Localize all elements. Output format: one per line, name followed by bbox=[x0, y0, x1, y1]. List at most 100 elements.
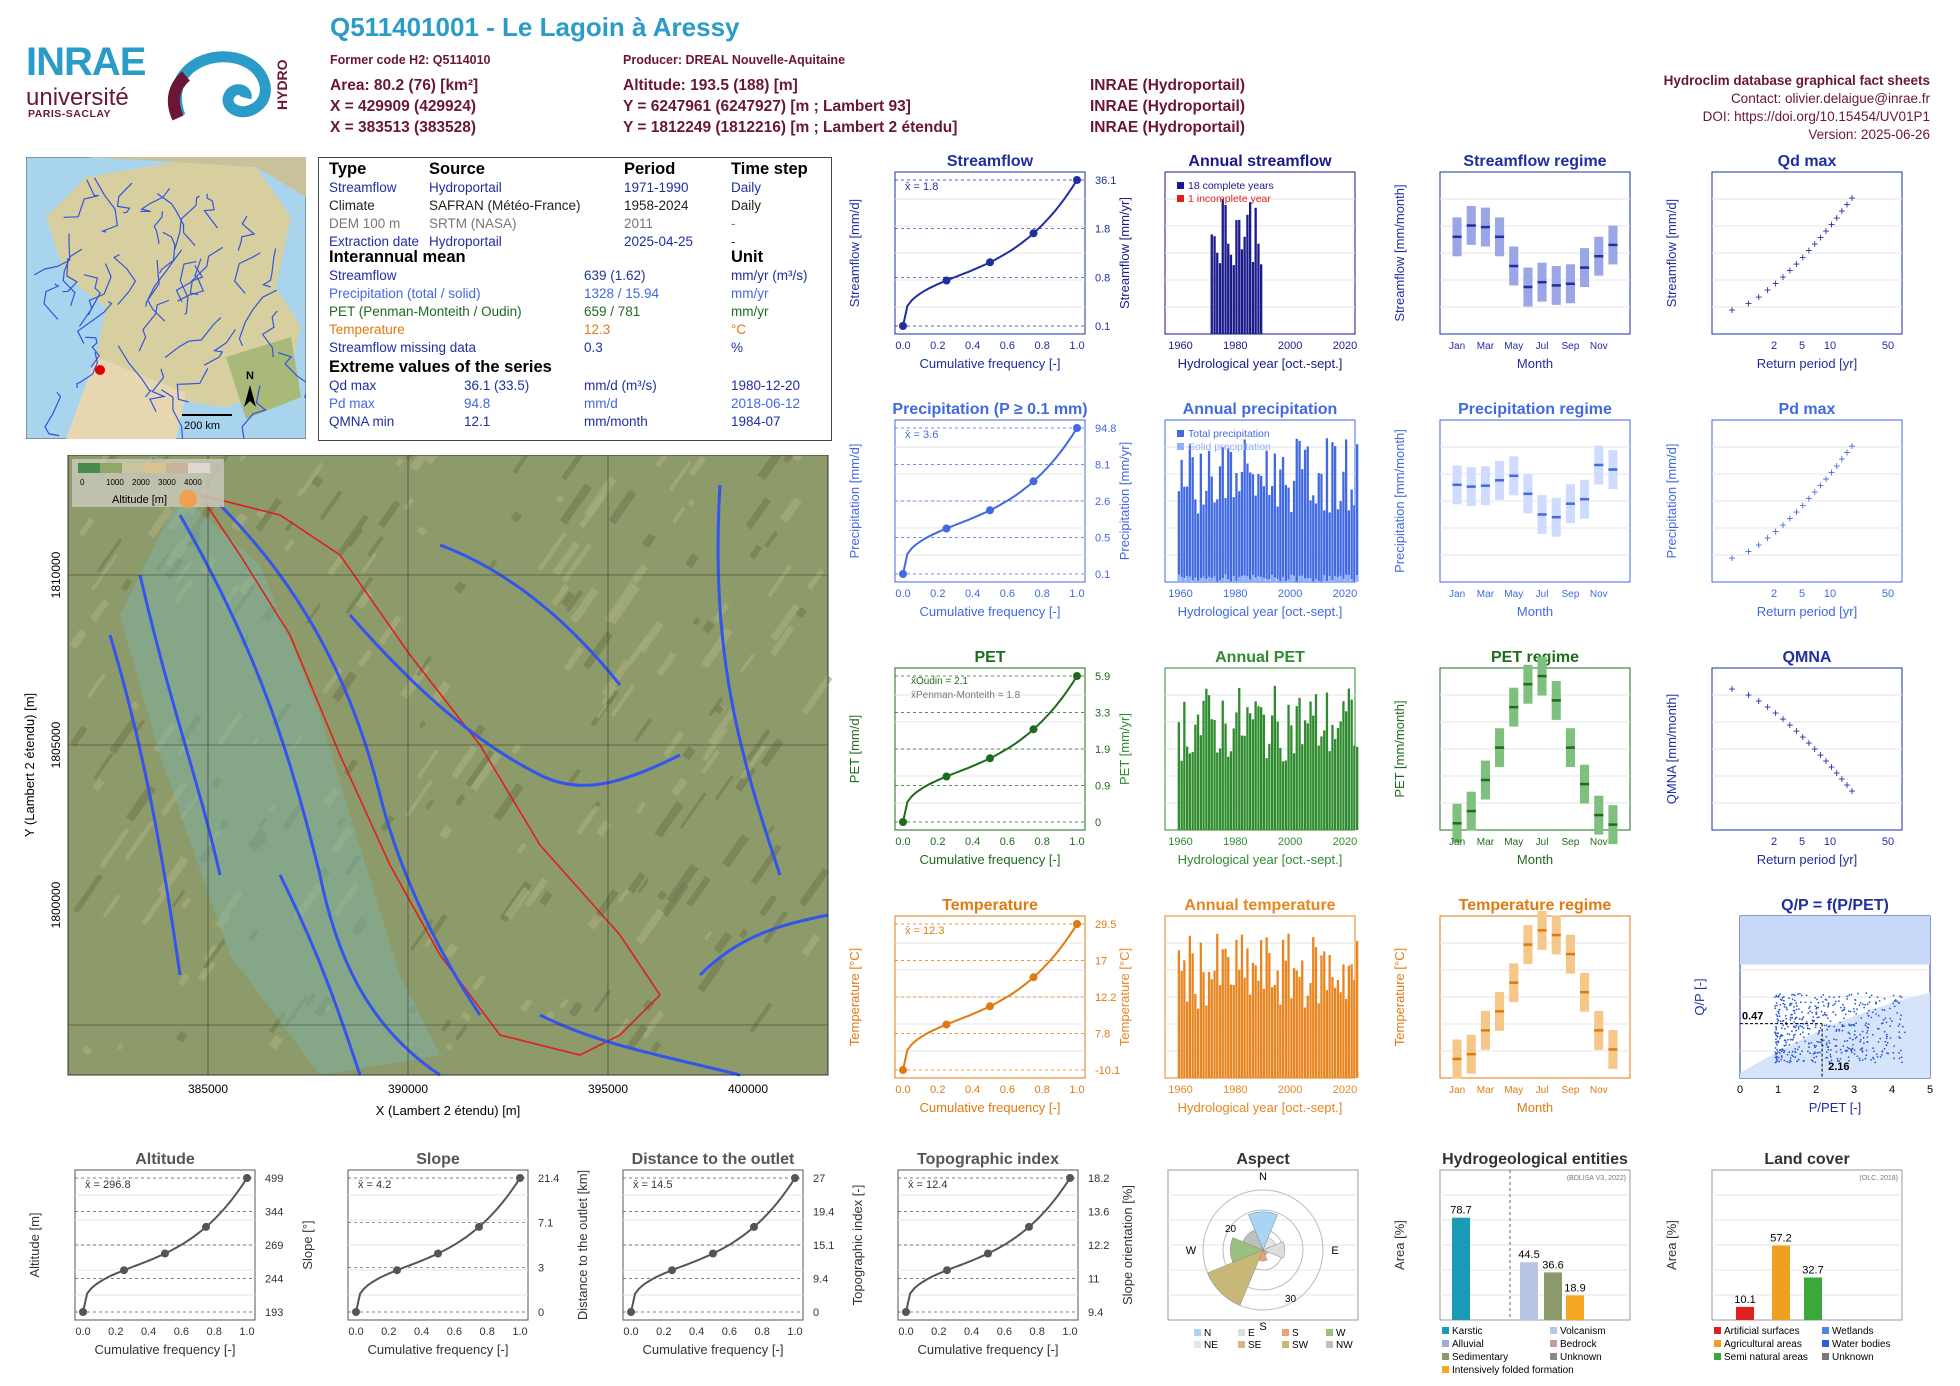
quantile-label: 269 bbox=[265, 1240, 283, 1252]
y-axis-label: Streamflow [mm/yr] bbox=[1117, 197, 1132, 309]
bar bbox=[1235, 220, 1238, 334]
fdc-point bbox=[668, 1266, 676, 1275]
return-point: + bbox=[1838, 772, 1845, 786]
terrain-patch bbox=[593, 989, 612, 1013]
y-axis-label: Slope orientation [%] bbox=[1120, 1185, 1135, 1305]
legend-swatch bbox=[1714, 1353, 1721, 1360]
bar bbox=[1227, 756, 1230, 830]
scatter-point bbox=[1822, 1001, 1824, 1003]
bar bbox=[1301, 960, 1304, 1078]
terrain-patch bbox=[367, 535, 385, 558]
scatter-point bbox=[1859, 1059, 1861, 1062]
fdc-point bbox=[1029, 477, 1038, 486]
x-axis-label: Hydrological year [oct.-sept.] bbox=[1178, 356, 1343, 371]
chart-title: Temperature regime bbox=[1459, 897, 1612, 914]
bar bbox=[1342, 701, 1345, 830]
terrain-patch bbox=[284, 539, 295, 552]
scatter-point bbox=[1877, 1014, 1880, 1017]
rose-sector bbox=[1242, 1229, 1264, 1251]
terrain-patch bbox=[92, 778, 105, 792]
river-line bbox=[439, 543, 622, 686]
scatter-point bbox=[1789, 1004, 1792, 1006]
river-line bbox=[138, 299, 170, 352]
return-point: + bbox=[1805, 736, 1812, 750]
doi-link[interactable]: DOI: https://doi.org/10.15454/UV01P1 bbox=[1702, 109, 1930, 124]
bar bbox=[1254, 207, 1257, 334]
legend-swatch bbox=[1238, 1341, 1245, 1348]
bar bbox=[1262, 714, 1265, 830]
svg-text:2000: 2000 bbox=[132, 478, 150, 487]
legend-label: N bbox=[1204, 1328, 1211, 1339]
scatter-point bbox=[1896, 1012, 1899, 1014]
bar bbox=[1325, 438, 1329, 582]
scatter-point bbox=[1886, 1052, 1888, 1055]
bar bbox=[1281, 457, 1285, 582]
table-cell: Pd max bbox=[329, 396, 375, 411]
terrain-patch bbox=[90, 598, 110, 623]
scatter-point bbox=[1799, 1053, 1802, 1055]
terrain-patch bbox=[563, 646, 584, 672]
scatter-point bbox=[1798, 1017, 1801, 1020]
terrain-patch bbox=[230, 512, 248, 532]
legend-label: Agricultural areas bbox=[1724, 1339, 1802, 1350]
bar bbox=[1240, 576, 1244, 582]
scatter-point bbox=[1885, 1037, 1888, 1040]
contact[interactable]: Contact: olivier.delaigue@inrae.fr bbox=[1730, 91, 1930, 106]
scatter-point bbox=[1808, 1027, 1811, 1030]
chart-altitude: Altitude Cumulative frequency [-] Altitude… bbox=[27, 1151, 283, 1357]
chart-annual_temp: Annual temperature Hydrological year [oct… bbox=[1117, 897, 1359, 1115]
scatter-point bbox=[1788, 997, 1790, 1000]
scatter-point bbox=[1810, 1001, 1812, 1004]
quantile-label: 1.9 bbox=[1095, 744, 1110, 756]
scatter-point bbox=[1791, 1054, 1793, 1057]
scatter-point bbox=[1779, 998, 1782, 1001]
scatter-point bbox=[1782, 995, 1785, 998]
scatter-point bbox=[1838, 1000, 1840, 1002]
return-point: + bbox=[1838, 204, 1845, 218]
bar bbox=[1303, 578, 1307, 582]
terrain-patch bbox=[405, 779, 434, 817]
terrain-patch bbox=[568, 768, 582, 784]
table-cell: 12.3 bbox=[584, 322, 611, 337]
x-tick: 0.4 bbox=[414, 1326, 429, 1338]
river-line bbox=[716, 484, 782, 876]
scatter-point bbox=[1870, 1016, 1873, 1019]
scatter-point bbox=[1815, 1011, 1818, 1014]
terrain-patch bbox=[345, 576, 374, 615]
producer: Producer: DREAL Nouvelle-Aquitaine bbox=[623, 53, 846, 67]
fdc-point bbox=[986, 754, 994, 763]
terrain-patch bbox=[759, 894, 778, 917]
scatter-point bbox=[1789, 1057, 1792, 1059]
scatter-point bbox=[1802, 1016, 1805, 1019]
terrain-patch bbox=[587, 913, 603, 930]
terrain-patch bbox=[642, 999, 655, 1012]
terrain-patch bbox=[657, 890, 667, 901]
y-axis-label: Precipitation [mm/d] bbox=[1664, 444, 1679, 559]
source-1: INRAE (Hydroportail) bbox=[1090, 77, 1245, 94]
x-tick: 0.0 bbox=[895, 1084, 910, 1096]
return-point: + bbox=[1799, 250, 1806, 264]
scatter-point bbox=[1799, 992, 1801, 995]
quantile-label: 94.8 bbox=[1095, 423, 1116, 435]
terrain-patch bbox=[465, 749, 495, 788]
return-point: + bbox=[1848, 439, 1855, 453]
scatter-point bbox=[1868, 1009, 1870, 1012]
x-tick: 1960 bbox=[1168, 340, 1192, 352]
bar bbox=[1235, 473, 1238, 582]
bar bbox=[1251, 963, 1255, 1078]
bar bbox=[1199, 577, 1202, 582]
bar-value-label: 78.7 bbox=[1450, 1205, 1471, 1217]
scatter-point bbox=[1820, 1010, 1823, 1013]
x-tick: Jul bbox=[1536, 837, 1549, 848]
scatter-point bbox=[1879, 1037, 1882, 1040]
scatter-point bbox=[1814, 1052, 1816, 1054]
bar bbox=[1306, 723, 1309, 830]
hydro-logo-icon bbox=[167, 51, 271, 121]
bar bbox=[1251, 574, 1255, 582]
scatter-point bbox=[1860, 1017, 1863, 1019]
bar bbox=[1271, 486, 1274, 582]
map-xtick: 395000 bbox=[588, 1082, 628, 1096]
terrain-patch bbox=[701, 726, 729, 762]
legend-swatch bbox=[1282, 1329, 1289, 1336]
